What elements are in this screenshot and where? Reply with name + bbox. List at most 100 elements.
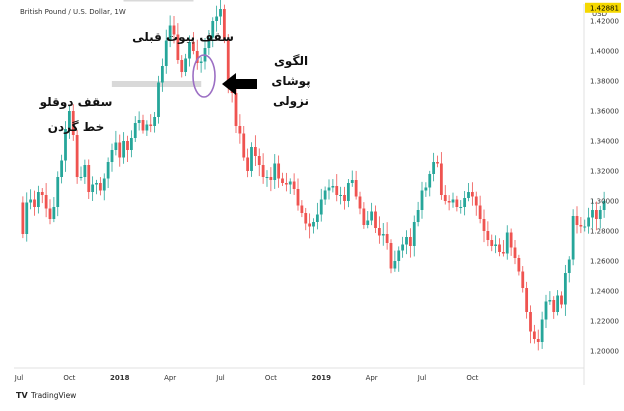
candle-body xyxy=(591,210,594,218)
candle-body xyxy=(300,205,304,213)
candle-body xyxy=(358,196,362,209)
candle-body xyxy=(486,231,490,240)
candle-body xyxy=(408,237,412,246)
candle-body xyxy=(184,58,188,72)
candle-body xyxy=(455,199,459,207)
candle-body xyxy=(319,199,323,215)
candle-body xyxy=(211,21,215,38)
candle-body xyxy=(91,184,95,192)
levels-layer xyxy=(111,0,202,87)
candle-body xyxy=(21,202,25,234)
engulfing-annotation-line3: نزولی xyxy=(273,94,309,109)
candle-body xyxy=(346,183,350,201)
candle-body xyxy=(513,247,517,258)
candle-body xyxy=(463,198,467,207)
candle-body xyxy=(424,187,428,191)
candle-body xyxy=(172,25,176,35)
candle-body xyxy=(110,150,114,162)
y-tick-label: 1.42000 xyxy=(590,18,619,26)
candle-body xyxy=(246,157,250,171)
candle-body xyxy=(552,300,556,312)
candle-body xyxy=(587,217,591,227)
candle-body xyxy=(598,210,602,219)
candle-body xyxy=(114,142,118,150)
y-tick-label: 1.36000 xyxy=(590,108,619,116)
candle-body xyxy=(106,162,110,179)
candle-body xyxy=(176,34,180,60)
tradingview-logo-icon: TV xyxy=(16,391,28,400)
last-price-label: 1.42881 xyxy=(590,4,619,12)
candle-body xyxy=(118,142,122,158)
candle-body xyxy=(331,186,335,188)
candle-body xyxy=(432,162,436,174)
candle-body xyxy=(160,66,164,83)
candle-body xyxy=(304,213,308,224)
symbol-title: British Pound / U.S. Dollar, 1W xyxy=(20,8,126,16)
neckline-level xyxy=(111,81,202,87)
candle-body xyxy=(560,295,563,305)
candle-body xyxy=(420,190,424,210)
candles-layer xyxy=(21,0,606,351)
tradingview-wordmark: TradingView xyxy=(30,391,76,400)
y-tick-label: 1.38000 xyxy=(590,78,619,86)
candle-body xyxy=(269,177,273,180)
candle-body xyxy=(451,199,455,203)
candle-body xyxy=(257,156,261,165)
candle-body xyxy=(234,93,238,126)
candle-body xyxy=(277,163,281,179)
candle-body xyxy=(579,225,583,227)
candle-body xyxy=(498,244,501,252)
candle-body xyxy=(312,222,315,227)
candle-body xyxy=(153,117,157,126)
x-tick-label: Apr xyxy=(366,374,378,382)
candle-body xyxy=(428,174,432,188)
candle-body xyxy=(339,195,343,196)
y-tick-label: 1.34000 xyxy=(590,138,619,146)
last-price-tag-background xyxy=(585,2,621,13)
candle-body xyxy=(71,111,75,135)
candle-body xyxy=(521,271,525,288)
candle-body xyxy=(532,331,536,339)
candle-body xyxy=(292,181,296,189)
left-arrow-icon xyxy=(222,73,257,95)
candle-body xyxy=(98,183,102,191)
candle-body xyxy=(56,177,60,207)
candle-body xyxy=(540,319,544,342)
candle-body xyxy=(517,258,521,272)
candle-body xyxy=(222,9,226,39)
y-tick-label: 1.24000 xyxy=(590,288,619,296)
x-tick-label: Oct xyxy=(265,374,277,382)
candle-body xyxy=(40,192,44,195)
candle-body xyxy=(308,223,312,227)
candle-body xyxy=(478,205,482,219)
engulfing-annotation-line1: الگوی xyxy=(274,54,308,69)
candle-body xyxy=(490,240,494,246)
candle-body xyxy=(133,123,137,138)
candle-body xyxy=(253,147,257,156)
candle-body xyxy=(405,237,408,245)
candle-body xyxy=(48,208,52,219)
candle-body xyxy=(261,165,265,177)
candle-body xyxy=(571,216,575,260)
candle-body xyxy=(33,199,36,207)
candle-body xyxy=(102,178,106,191)
candle-body xyxy=(548,300,552,302)
candle-body xyxy=(343,195,346,201)
candle-body xyxy=(525,288,529,312)
candle-body xyxy=(583,226,587,228)
candle-body xyxy=(126,141,129,150)
candle-body xyxy=(79,177,83,178)
candle-body xyxy=(129,138,133,150)
candle-body xyxy=(141,120,145,131)
candle-body xyxy=(164,40,168,66)
candle-body xyxy=(377,228,381,236)
candle-body xyxy=(482,219,486,231)
candle-body xyxy=(60,160,64,177)
candle-body xyxy=(137,120,141,123)
candle-body xyxy=(195,51,199,63)
candle-body xyxy=(575,216,579,225)
candle-body xyxy=(25,202,29,234)
tradingview-brand: TV TradingView xyxy=(16,391,76,400)
candle-body xyxy=(467,192,470,198)
